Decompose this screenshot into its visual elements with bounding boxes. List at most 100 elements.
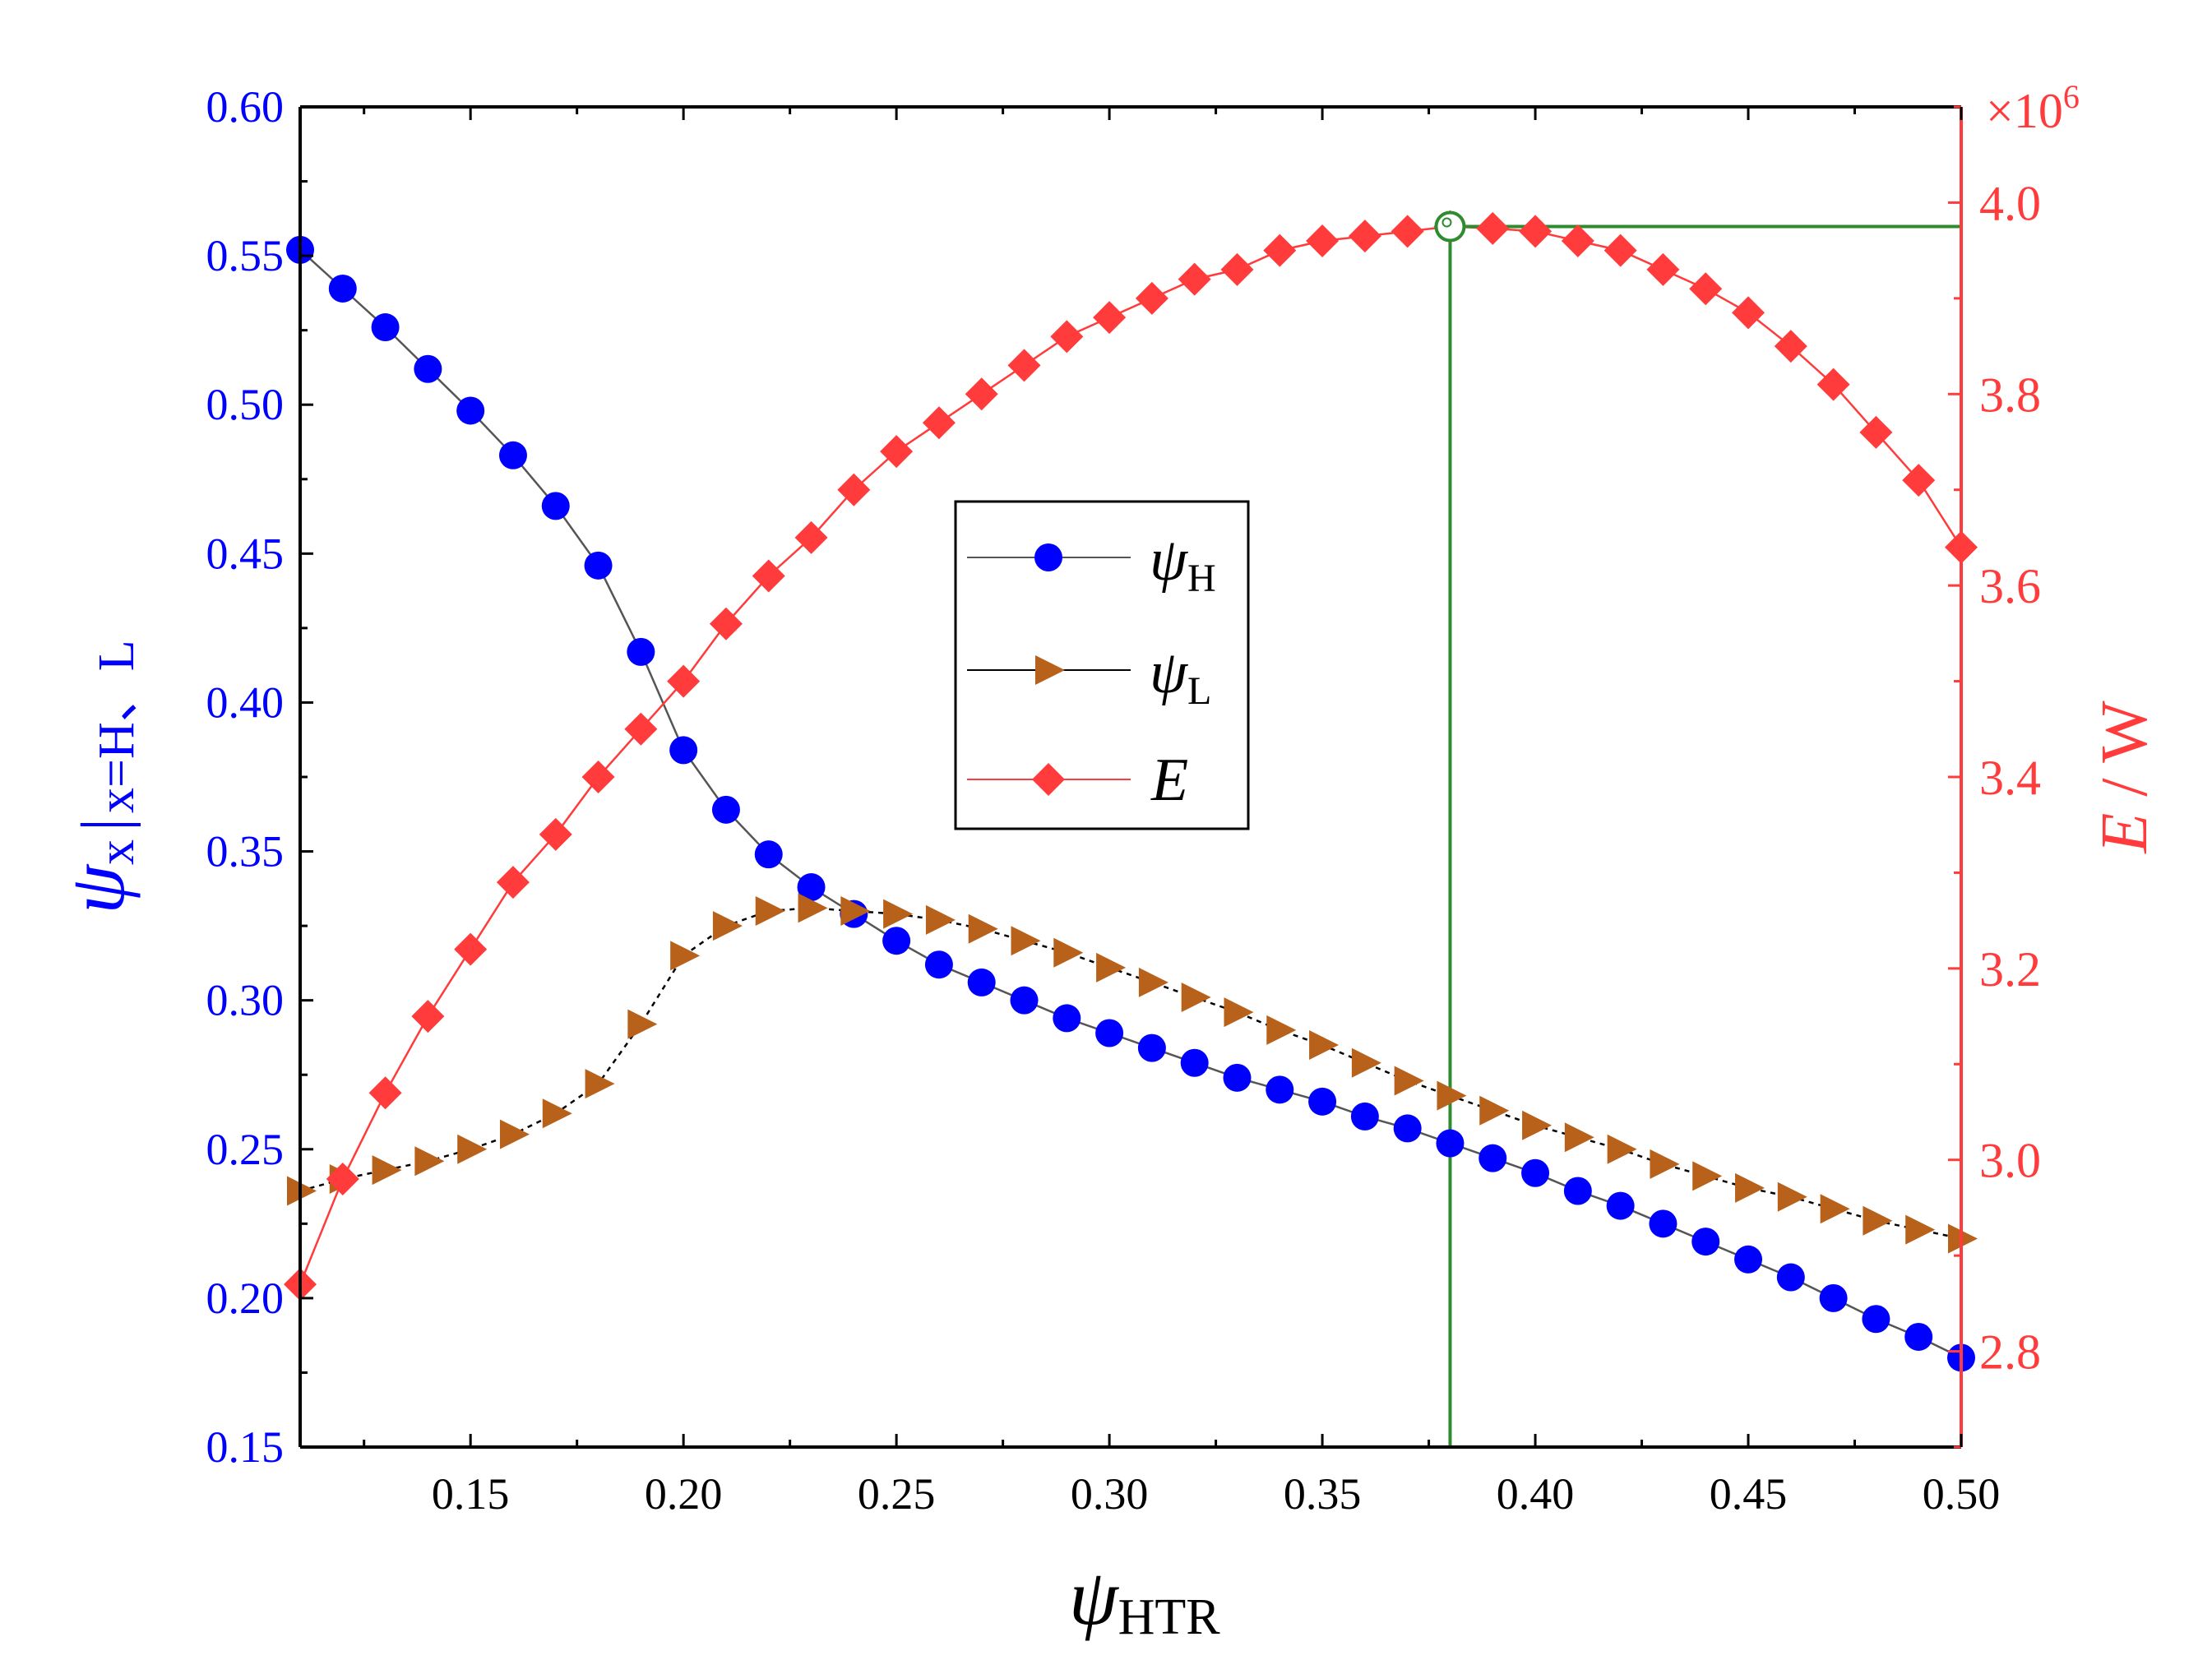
e-point (539, 817, 572, 851)
psi-l-point (840, 896, 871, 926)
psi-h-point (584, 551, 613, 580)
bottom-tick-label: 0.30 (1071, 1469, 1149, 1519)
psi-h-point (1053, 1004, 1081, 1033)
right-tick-label: 3.4 (1979, 751, 2041, 805)
e-point (922, 406, 956, 440)
psi-l-point (1096, 952, 1127, 983)
psi-h-point (371, 313, 400, 342)
psi-h-point (1308, 1087, 1337, 1116)
psi-l-point (1394, 1066, 1424, 1096)
left-tick-label: 0.55 (206, 231, 285, 280)
right-tick-label: 2.8 (1979, 1325, 2041, 1380)
psi-l-point (798, 893, 828, 923)
series-line-0 (299, 248, 1962, 1359)
left-tick-label: 0.45 (206, 529, 285, 578)
psi-h-point (1862, 1305, 1890, 1334)
psi-h-point (1223, 1063, 1252, 1092)
psi-h-point (1350, 1102, 1379, 1131)
optimum-point-dot (1442, 217, 1452, 228)
e-point (1007, 349, 1041, 382)
psi-l-point (1437, 1080, 1467, 1111)
psi-l-point (1522, 1110, 1553, 1140)
psi-h-point (1010, 986, 1039, 1015)
right-tick-label: 3.2 (1979, 942, 2041, 996)
e-point (1774, 330, 1807, 363)
e-point (1816, 368, 1850, 401)
legend-marker-psi-h (1034, 543, 1062, 571)
right-tick-label: 3.0 (1979, 1134, 2041, 1188)
psi-l-point (1309, 1030, 1340, 1060)
psi-l-point (585, 1069, 615, 1099)
psi-l-point (1564, 1122, 1594, 1153)
psi-h-point (967, 968, 996, 996)
e-point (1348, 220, 1381, 253)
right-y-axis-title: E / W (2089, 701, 2161, 854)
e-point (752, 559, 785, 593)
psi-l-point (1351, 1047, 1381, 1078)
optimum-point (1434, 210, 1466, 243)
psi-h-point (328, 274, 357, 303)
bottom-tick-label: 0.50 (1923, 1469, 2001, 1519)
e-point (1306, 224, 1340, 257)
psi-l-point (1607, 1134, 1637, 1164)
psi-l-point (1905, 1214, 1936, 1245)
psi-h-point (1649, 1209, 1678, 1238)
e-point (581, 761, 615, 793)
psi-l-point (1820, 1194, 1850, 1224)
e-point (496, 866, 530, 899)
psi-l-point (1692, 1161, 1723, 1191)
psi-l-point (1138, 967, 1168, 997)
psi-h-point (669, 736, 698, 765)
psi-h-point (1521, 1158, 1550, 1187)
bottom-tick-label: 0.15 (432, 1469, 510, 1519)
bottom-axis-ticks: 0.15 0.20 0.25 0.30 0.35 0.40 0.45 0.50 (363, 107, 2001, 1519)
e-point (1519, 215, 1553, 248)
e-point (1902, 464, 1936, 497)
psi-l-point (755, 896, 785, 926)
psi-h-point (1095, 1019, 1124, 1047)
psi-l-point (883, 899, 914, 929)
bottom-tick-label: 0.35 (1284, 1469, 1362, 1519)
right-tick-label: 3.8 (1979, 368, 2041, 422)
e-point (1732, 296, 1765, 330)
e-point (624, 712, 658, 746)
e-point (326, 1163, 359, 1195)
e-point (1646, 252, 1680, 286)
left-tick-label: 0.35 (206, 827, 285, 876)
psi-l-point (968, 913, 998, 944)
psi-l-point (1650, 1149, 1680, 1179)
series-lines (298, 225, 1963, 1359)
e-point (1391, 215, 1424, 248)
psi-h-point (456, 396, 485, 425)
psi-l-point (1266, 1015, 1297, 1045)
psi-h-point (1691, 1228, 1720, 1256)
psi-h-point (1819, 1283, 1848, 1312)
bottom-tick-label: 0.40 (1497, 1469, 1575, 1519)
e-point (667, 664, 701, 698)
e-point (1135, 281, 1168, 315)
bottom-tick-label: 0.45 (1710, 1469, 1788, 1519)
psi-h-point (541, 492, 570, 520)
e-point (1178, 262, 1211, 296)
left-axis-ticks: 0.15 0.20 0.25 0.30 0.35 0.40 0.45 0.50 0.55 0.60 (206, 82, 313, 1472)
psi-h-point (711, 795, 740, 824)
psi-l-point (627, 1009, 658, 1039)
psi-l-point (1479, 1095, 1510, 1126)
psi-h-point (1393, 1114, 1422, 1143)
bottom-tick-label: 0.25 (858, 1469, 936, 1519)
bottom-tick-label: 0.20 (645, 1469, 723, 1519)
e-point (1050, 320, 1084, 354)
legend-marker-e (1032, 763, 1065, 796)
psi-h-point (1563, 1177, 1592, 1205)
psi-l-point (414, 1146, 445, 1177)
series-line-2 (298, 225, 1963, 1285)
left-tick-label: 0.50 (206, 380, 285, 429)
series-markers (284, 210, 1978, 1372)
legend: ψH ψL E (954, 500, 1250, 830)
psi-l-point (670, 941, 701, 971)
psi-l-point (542, 1098, 572, 1129)
psi-l-point (1224, 997, 1254, 1028)
series-line-1 (299, 907, 1962, 1240)
psi-h-point (1776, 1263, 1805, 1292)
